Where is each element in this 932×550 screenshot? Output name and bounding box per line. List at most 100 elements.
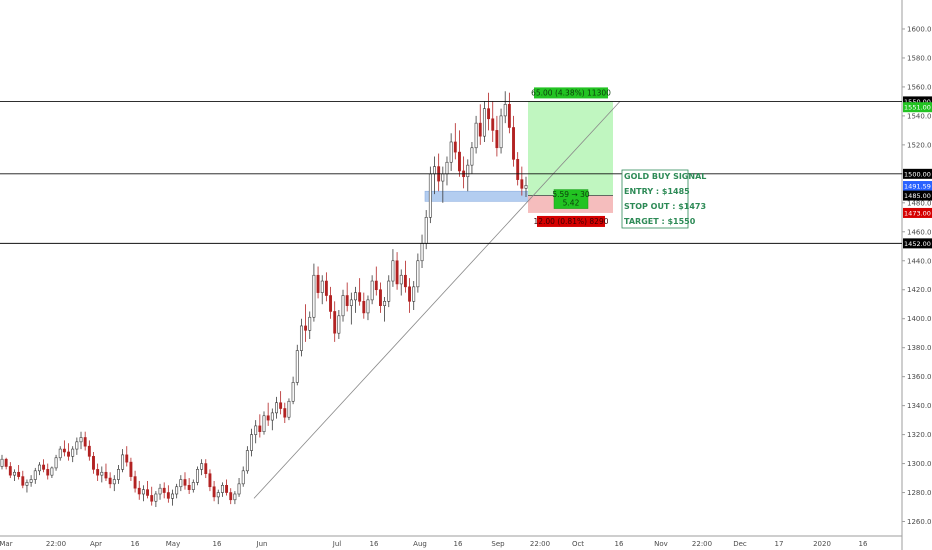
candle — [453, 123, 457, 160]
candle — [524, 176, 528, 198]
candle-body — [341, 295, 345, 317]
x-tick-label: 2020 — [813, 540, 831, 548]
candle — [158, 483, 162, 500]
x-axis[interactable]: Mar 22:00 Apr 16 May 16 Jun Jul 16 Aug 16 Sep 22:00 O… — [0, 535, 902, 548]
candle — [171, 489, 174, 506]
candle-body — [171, 493, 174, 499]
candle — [4, 457, 8, 470]
candle-body — [387, 280, 391, 302]
candle-body — [412, 286, 416, 302]
price-tag: 1551.00 — [903, 102, 932, 113]
candle-body — [96, 469, 100, 476]
candle-body — [208, 473, 212, 488]
candle — [208, 469, 212, 492]
candle — [67, 443, 70, 461]
y-axis[interactable]: 1260.00 1280.00 1300.00 1320.00 1340.00 1360.… — [901, 0, 932, 550]
horizontal-levels[interactable] — [0, 100, 902, 244]
candle — [358, 278, 362, 306]
candle — [92, 451, 95, 474]
candle — [225, 479, 229, 496]
x-tick-label: Oct — [572, 540, 584, 548]
candle-body — [516, 159, 520, 180]
x-tick-label: Jul — [332, 540, 342, 548]
ratio-box — [553, 189, 589, 209]
candle-body — [233, 493, 237, 501]
candle — [395, 252, 399, 290]
candle-body — [291, 382, 295, 402]
trendline-line[interactable] — [253, 101, 621, 499]
candle — [503, 91, 507, 124]
candle — [13, 469, 16, 481]
candle-body — [445, 161, 449, 175]
candle-body — [166, 492, 170, 499]
candle-body — [33, 470, 37, 480]
candle-body — [424, 216, 428, 244]
x-tick-label: Nov — [654, 540, 668, 548]
candle — [17, 465, 21, 480]
candle — [295, 344, 299, 386]
candle — [266, 402, 270, 426]
candle-body — [79, 437, 83, 443]
signal-line: GOLD BUY SIGNAL — [624, 172, 706, 181]
candle — [341, 289, 345, 322]
candle — [254, 420, 258, 444]
x-tick-label: Aug — [413, 540, 427, 548]
candle-body — [191, 482, 195, 490]
candle — [262, 411, 266, 435]
candle-body — [237, 483, 241, 495]
y-tick-label: 1480.00 — [907, 199, 932, 207]
candle-body — [67, 451, 70, 457]
candle — [237, 478, 241, 497]
candle-body — [304, 325, 308, 331]
candle — [370, 275, 374, 305]
candle — [379, 282, 382, 313]
candle — [399, 269, 403, 296]
long-position-tool[interactable]: 65.00 (4.38%) 11300 12.00 (0.81%) 8290 5.5… — [528, 87, 613, 227]
candle-body — [487, 108, 491, 120]
candle-body — [200, 463, 204, 470]
candle — [403, 260, 407, 293]
candle-body — [121, 454, 125, 470]
candle — [229, 488, 233, 505]
signal-box-frame — [621, 169, 689, 229]
candle-body — [366, 299, 370, 314]
candle-body — [108, 477, 112, 485]
candle — [250, 428, 253, 457]
candle-body — [399, 274, 403, 285]
candle — [117, 465, 120, 484]
candle — [154, 491, 158, 508]
x-tick-label: Jun — [256, 540, 268, 548]
candle-body — [283, 408, 287, 418]
candle-body — [299, 325, 303, 351]
candle — [83, 431, 87, 451]
candle-body — [308, 316, 312, 331]
candle — [166, 485, 170, 503]
candle — [125, 446, 129, 467]
trendline[interactable] — [253, 101, 621, 499]
price-tags: 1550.001551.001500.001491.5904:17:211485… — [903, 96, 932, 249]
candle — [62, 440, 66, 457]
candle — [366, 295, 370, 321]
y-tick-label: 1520.00 — [907, 141, 932, 149]
candle — [108, 472, 112, 489]
y-tick-label: 1260.00 — [907, 518, 932, 526]
candle — [487, 92, 491, 131]
candle — [133, 470, 137, 493]
candle-body — [54, 457, 58, 469]
candle — [87, 440, 91, 461]
candle — [516, 152, 520, 186]
y-tick-label: 1580.00 — [907, 54, 932, 62]
candle — [179, 475, 183, 492]
x-tick-label: May — [166, 540, 180, 548]
candle-body — [262, 415, 266, 432]
candle — [104, 463, 108, 481]
candle-body — [337, 315, 341, 334]
candle-body — [187, 484, 191, 490]
candle — [420, 234, 424, 268]
candle — [520, 166, 524, 196]
candle — [291, 376, 295, 405]
candle-body — [478, 122, 482, 137]
candle-body — [179, 479, 183, 488]
candle-body — [499, 115, 503, 149]
